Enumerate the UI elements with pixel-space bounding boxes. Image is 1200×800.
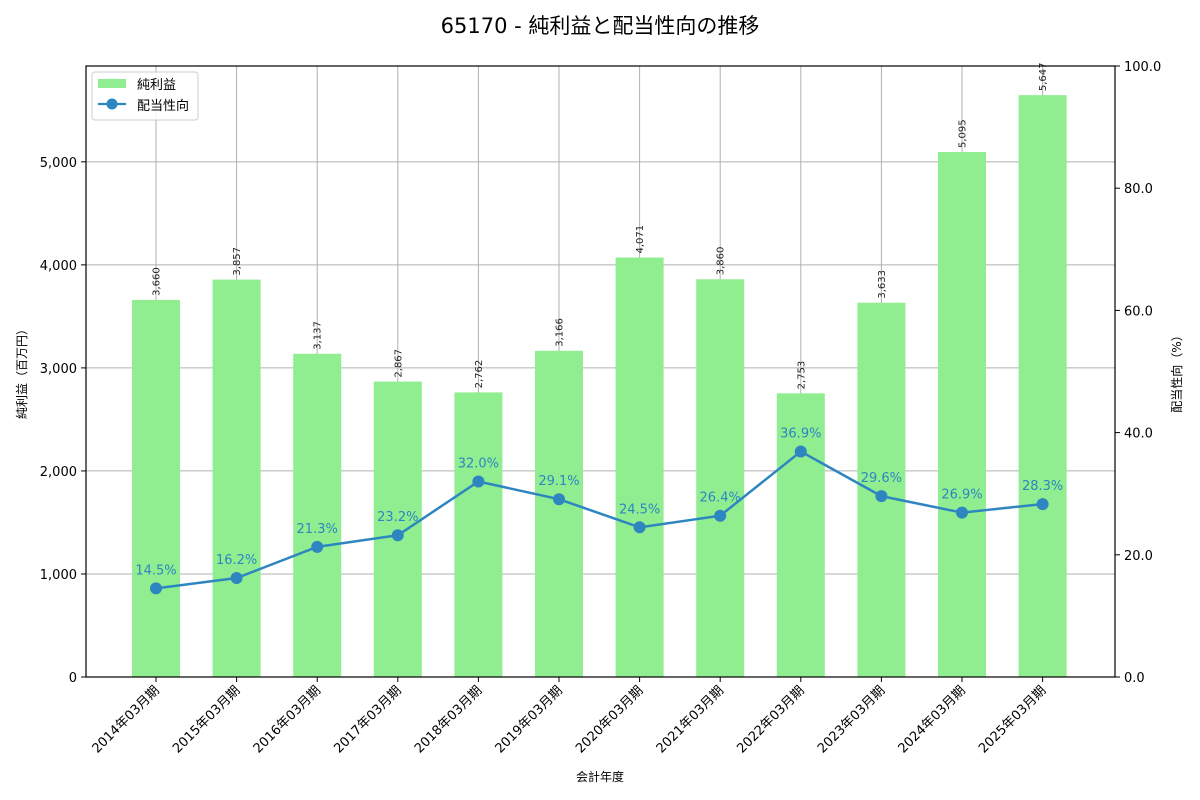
bar	[857, 302, 906, 677]
y2-tick-label: 100.0	[1124, 60, 1161, 75]
line-marker	[230, 572, 243, 585]
legend-marker-icon	[106, 98, 118, 110]
payout-ratio-line	[155, 450, 1043, 590]
bar-value-label: 2,762	[474, 360, 485, 389]
bar-value-label: 3,660	[152, 267, 163, 296]
legend-bar-swatch	[98, 79, 126, 88]
bar-value-label: 3,857	[232, 247, 243, 276]
y-tick-label: 1,000	[40, 568, 77, 583]
line-marker	[391, 529, 404, 542]
bar	[454, 392, 503, 677]
line-value-label: 24.5%	[619, 502, 660, 517]
line-value-label: 16.2%	[216, 553, 257, 568]
bar-value-label: 4,071	[635, 225, 646, 254]
line-value-labels: 14.5% 16.2% 21.3% 23.2% 32.0% 29.1% 24.5% 26.4%…	[135, 427, 1063, 579]
bar-value-label: 3,166	[555, 318, 566, 347]
y-axis-label: 純利益（百万円）	[15, 323, 29, 419]
bar	[293, 353, 342, 677]
bar	[938, 152, 986, 678]
line-marker	[875, 490, 888, 503]
bar	[696, 279, 745, 677]
y2-tick-label: 40.0	[1124, 427, 1153, 442]
bar-series	[132, 95, 1067, 678]
bar	[212, 279, 261, 677]
bar-value-label: 2,867	[393, 349, 404, 378]
x-axis-ticks: 2014年03月期 2015年03月期 2016年03月期 2017年03月期 2018…	[90, 677, 1049, 757]
x-tick-label: 2025年03月期	[976, 683, 1049, 756]
line-marker	[1036, 498, 1049, 511]
line-value-label: 29.1%	[538, 474, 579, 489]
bar-value-label: 3,137	[313, 321, 324, 350]
bar-value-label: 3,633	[877, 270, 888, 299]
y-tick-label: 5,000	[40, 156, 77, 171]
x-tick-label: 2019年03月期	[493, 683, 566, 756]
line-value-label: 23.2%	[377, 510, 418, 525]
line-marker	[311, 540, 324, 553]
bar	[615, 257, 664, 677]
line-value-label: 36.9%	[780, 427, 821, 442]
y2-axis-label: 配当性向（%）	[1169, 329, 1184, 412]
bar-value-labels: 3,660 3,857 3,137 2,867 2,762 3,166 4,071 3,860…	[152, 63, 1050, 390]
line-marker	[472, 475, 485, 488]
line-value-label: 26.4%	[700, 491, 741, 506]
bar	[776, 393, 825, 677]
bar-value-label: 5,095	[958, 119, 969, 148]
legend-label-net-income: 純利益	[137, 78, 176, 93]
legend-label-payout-ratio: 配当性向	[137, 98, 189, 114]
bar-value-label: 5,647	[1038, 63, 1049, 92]
bar-value-label: 2,753	[796, 361, 807, 390]
left-axis-ticks: 0 1,000 2,000 3,000 4,000 5,000	[40, 156, 86, 686]
x-axis-label: 会計年度	[576, 769, 624, 784]
chart-title: 65170 - 純利益と配当性向の推移	[441, 14, 760, 38]
y2-tick-label: 80.0	[1124, 182, 1153, 197]
line-marker	[794, 445, 807, 458]
line-marker	[150, 582, 162, 595]
x-tick-label: 2014年03月期	[90, 683, 163, 756]
x-tick-label: 2023年03月期	[815, 683, 888, 756]
y2-tick-label: 0.0	[1124, 671, 1145, 686]
x-tick-label: 2018年03月期	[412, 683, 485, 756]
x-tick-label: 2015年03月期	[170, 683, 243, 756]
line-value-label: 32.0%	[458, 456, 499, 471]
x-tick-label: 2022年03月期	[734, 683, 807, 756]
y2-tick-label: 20.0	[1124, 549, 1153, 564]
x-tick-label: 2016年03月期	[251, 683, 324, 756]
x-tick-label: 2021年03月期	[654, 683, 727, 756]
y2-tick-label: 60.0	[1124, 304, 1153, 319]
line-value-label: 28.3%	[1022, 479, 1063, 494]
right-axis-ticks: 0.0 20.0 40.0 60.0 80.0 100.0	[1115, 60, 1161, 686]
bar	[1018, 95, 1067, 678]
plot-frame	[85, 65, 1116, 678]
line-value-label: 21.3%	[297, 522, 338, 537]
y-tick-label: 2,000	[40, 465, 77, 480]
line-marker	[714, 509, 727, 522]
line-marker	[633, 521, 646, 534]
y-tick-label: 4,000	[40, 259, 77, 274]
x-tick-label: 2020年03月期	[573, 683, 646, 756]
line-value-label: 26.9%	[941, 488, 982, 503]
y-tick-label: 3,000	[40, 362, 77, 377]
line-value-label: 29.6%	[861, 471, 902, 486]
line-marker	[956, 506, 968, 519]
bar	[535, 350, 583, 677]
line-series	[150, 445, 1049, 595]
x-tick-label: 2017年03月期	[331, 683, 404, 756]
bar-value-label: 3,860	[716, 247, 727, 276]
line-marker	[553, 493, 565, 506]
y-tick-label: 0	[69, 671, 77, 686]
bar	[132, 299, 180, 677]
x-tick-label: 2024年03月期	[896, 683, 969, 756]
legend: 純利益 配当性向	[91, 71, 199, 121]
line-value-label: 14.5%	[135, 563, 176, 578]
